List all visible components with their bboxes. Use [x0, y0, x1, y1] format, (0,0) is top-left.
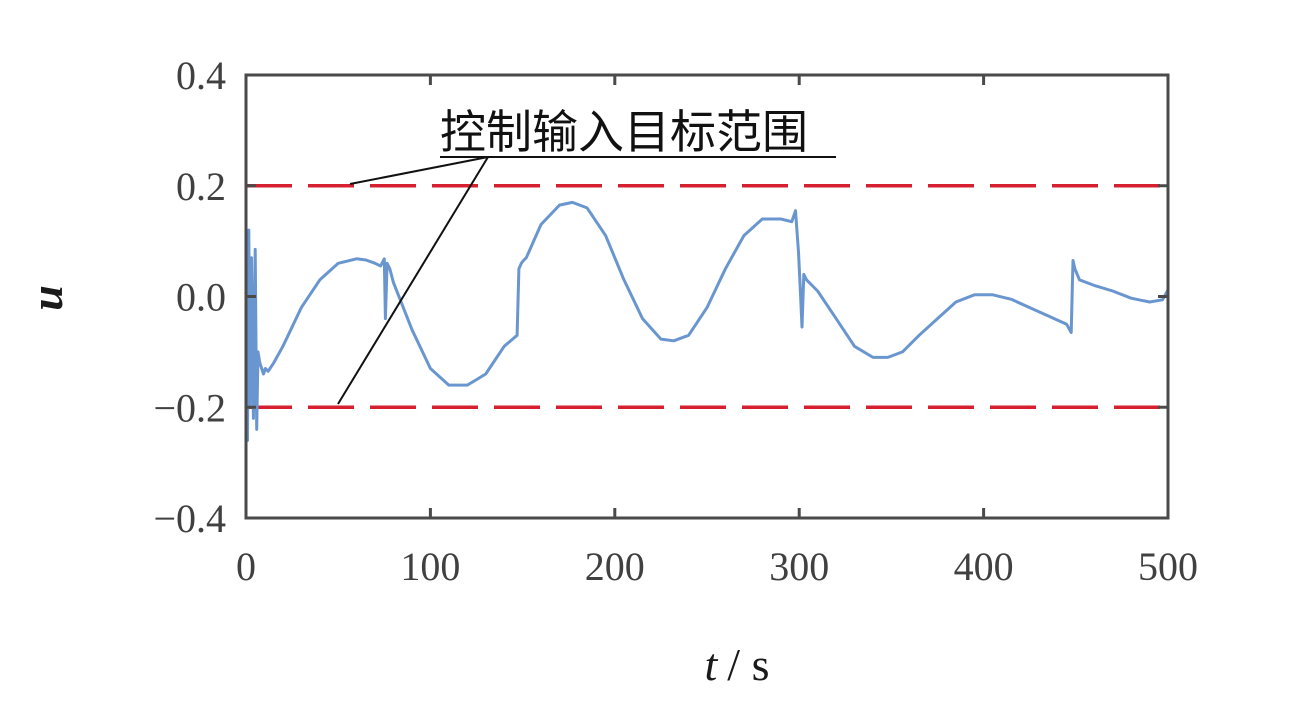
x-tick-label: 400	[954, 544, 1014, 589]
x-axis-var: t	[705, 639, 719, 690]
series-line-0	[244, 200, 1170, 442]
series-layer	[244, 200, 1170, 442]
x-tick-label: 0	[236, 544, 256, 589]
annotation-leader-lower	[337, 156, 489, 405]
annotation-leader-upper	[349, 156, 489, 185]
annotation-text: 控制输入目标范围	[440, 105, 808, 159]
x-tick-label: 300	[769, 544, 829, 589]
bounds-layer	[246, 184, 1168, 409]
x-tick-label: 100	[400, 544, 460, 589]
y-axis-label: u	[21, 285, 72, 311]
y-tick-label: 0.2	[176, 164, 226, 209]
y-tick-label: 0.4	[176, 53, 226, 98]
x-axis-label: t / s	[705, 639, 770, 690]
x-axis-unit: / s	[727, 639, 769, 690]
y-tick-label: −0.2	[153, 385, 226, 430]
y-tick-label: −0.4	[153, 496, 226, 541]
x-tick-label: 500	[1138, 544, 1198, 589]
y-tick-label: 0.0	[176, 275, 226, 320]
ticks-layer: 0 100 200 300 400 500 0.4 0.2 0.0 −0.2 −0.4	[153, 53, 1198, 589]
x-tick-label: 200	[585, 544, 645, 589]
